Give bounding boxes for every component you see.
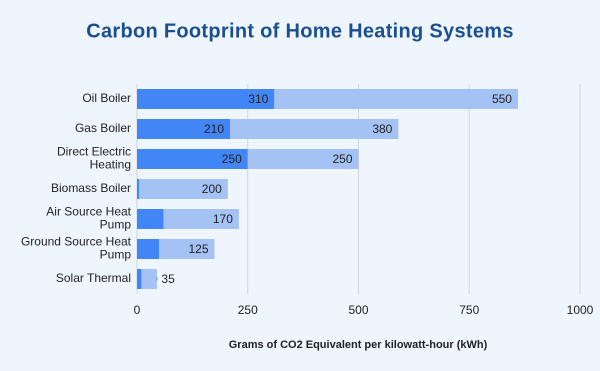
value-label: 170 [213,212,233,226]
bar-segment [230,119,399,139]
x-tick-label: 1000 [567,303,594,317]
value-label: 250 [222,152,242,166]
bar-segment [247,149,359,169]
x-tick-label: 750 [459,303,479,317]
value-label: 250 [332,152,352,166]
y-tick-label: Ground Source Heat Pump [21,235,132,262]
y-tick-label: Oil Boiler [82,91,131,105]
value-label: 550 [492,92,512,106]
y-tick-label: Direct Electric Heating [57,145,131,172]
bar-segment [137,149,248,169]
value-label: 200 [202,182,222,196]
x-tick-label: 250 [238,303,258,317]
y-tick-label: Gas Boiler [75,121,131,135]
bar-segment [137,239,160,259]
x-tick-label: 500 [348,303,368,317]
bar-segment [141,269,157,289]
bar-segment [137,89,275,109]
value-label: 35 [161,272,175,286]
bar-segment [137,119,231,139]
x-axis-label: Grams of CO2 Equivalent per kilowatt-hou… [229,339,488,351]
bar-segment [137,179,140,199]
chart-title: Carbon Footprint of Home Heating Systems [86,20,514,42]
value-label: 210 [204,122,224,136]
value-label: 380 [372,122,392,136]
bar-segment [274,89,518,109]
y-tick-label: Air Source Heat Pump [46,205,131,232]
value-label: 310 [248,92,268,106]
bar-segment [137,209,164,229]
bar-segment [159,239,215,259]
bar-segment [163,209,239,229]
bar-segment [137,269,142,289]
value-label: 125 [188,242,208,256]
y-tick-label: Solar Thermal [56,271,131,285]
x-tick-label: 0 [134,303,141,317]
bar-segment [139,179,228,199]
y-tick-label: Biomass Boiler [51,181,131,195]
